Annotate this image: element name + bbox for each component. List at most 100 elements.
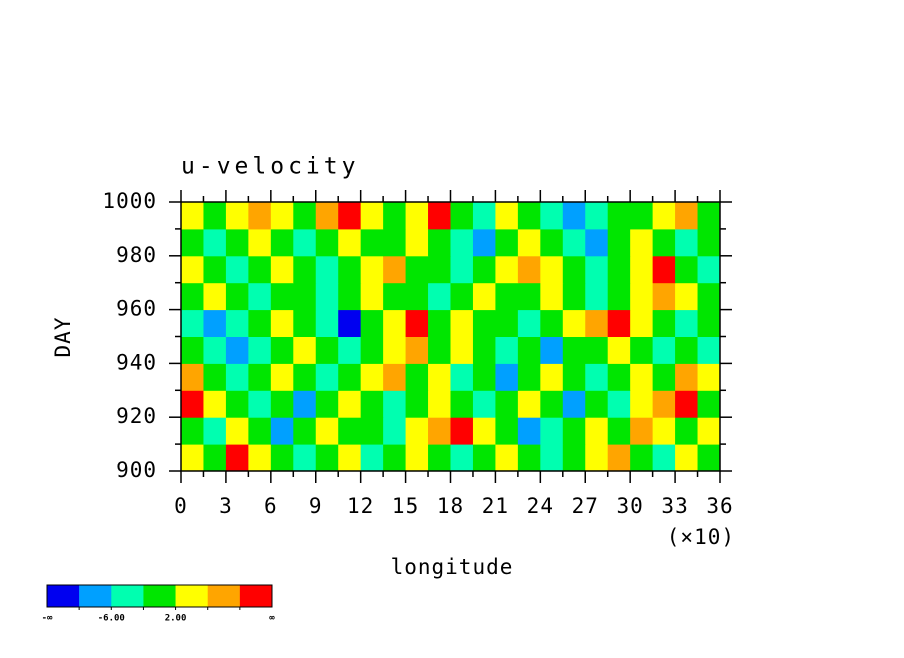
cell xyxy=(540,390,564,418)
cell xyxy=(652,444,676,472)
cell xyxy=(181,444,204,472)
cell xyxy=(181,202,204,230)
cell xyxy=(203,255,227,284)
y-tick-label: 900 xyxy=(116,458,157,482)
cell xyxy=(495,390,519,418)
colorbar-label: -∞ xyxy=(42,614,53,624)
cell xyxy=(562,309,586,337)
cell xyxy=(495,228,519,257)
cell xyxy=(697,228,721,257)
cell xyxy=(405,336,429,364)
cell xyxy=(338,228,362,257)
x-tick-label: 36 xyxy=(706,494,733,518)
cell xyxy=(495,202,519,230)
colorbar-box xyxy=(175,585,209,607)
cell xyxy=(652,336,676,364)
colorbar-box xyxy=(207,585,241,607)
cell xyxy=(585,202,609,230)
y-axis-label: DAY xyxy=(51,317,75,358)
cell xyxy=(428,282,451,311)
cell xyxy=(225,228,249,257)
cell xyxy=(630,417,654,445)
cell xyxy=(495,255,519,284)
cell xyxy=(562,363,586,391)
y-tick-label: 980 xyxy=(116,243,157,267)
colorbar-box xyxy=(79,585,112,607)
cell xyxy=(383,336,407,364)
cell xyxy=(495,282,519,311)
cell xyxy=(405,282,429,311)
cell xyxy=(225,390,249,418)
cell xyxy=(652,202,676,230)
cell xyxy=(338,390,362,418)
cell xyxy=(585,417,609,445)
cell xyxy=(562,444,586,472)
cell xyxy=(450,444,474,472)
cell xyxy=(472,363,496,391)
cell xyxy=(405,309,429,337)
cell xyxy=(630,336,654,364)
cell xyxy=(225,202,249,230)
cell xyxy=(540,282,564,311)
x-tick-label: 27 xyxy=(572,494,599,518)
x-tick-label: 24 xyxy=(527,494,554,518)
cell xyxy=(562,282,586,311)
cell xyxy=(540,309,564,337)
x-tick-label: 12 xyxy=(347,494,374,518)
cell xyxy=(270,444,294,472)
cell xyxy=(585,336,609,364)
cell xyxy=(315,417,339,445)
cell xyxy=(338,417,362,445)
cell xyxy=(225,363,249,391)
cell xyxy=(517,417,541,445)
cell xyxy=(248,309,272,337)
colorbar-box xyxy=(143,585,176,607)
cell xyxy=(517,444,541,472)
cell xyxy=(405,363,429,391)
cell xyxy=(293,282,317,311)
cell xyxy=(450,202,474,230)
cell xyxy=(315,202,339,230)
cell xyxy=(472,228,496,257)
cell xyxy=(630,444,654,472)
cell xyxy=(562,390,586,418)
x-tick-label: 15 xyxy=(392,494,419,518)
cell xyxy=(450,255,474,284)
colorbar-box xyxy=(239,585,273,607)
chart-title: u-velocity xyxy=(181,154,359,180)
cell xyxy=(360,417,384,445)
x-multiplier: (×10) xyxy=(667,525,735,549)
cell xyxy=(607,202,631,230)
cell xyxy=(383,255,407,284)
cell xyxy=(360,228,384,257)
x-tick-label: 21 xyxy=(482,494,509,518)
cell xyxy=(248,363,272,391)
cell xyxy=(225,282,249,311)
cell xyxy=(630,363,654,391)
colorbar-box xyxy=(111,585,144,607)
cell xyxy=(517,363,541,391)
cell xyxy=(675,363,699,391)
cell xyxy=(360,444,384,472)
y-tick-label: 920 xyxy=(116,404,157,428)
cell xyxy=(360,336,384,364)
cell xyxy=(540,202,564,230)
cell xyxy=(585,363,609,391)
cell xyxy=(630,282,654,311)
cell xyxy=(517,390,541,418)
cell xyxy=(517,336,541,364)
x-tick-label: 9 xyxy=(309,494,323,518)
cell xyxy=(585,255,609,284)
colorbar-label: ∞ xyxy=(269,614,275,624)
y-tick-label: 1000 xyxy=(102,189,157,213)
cell xyxy=(225,444,249,472)
cell xyxy=(383,363,407,391)
cell xyxy=(338,336,362,364)
cell xyxy=(225,255,249,284)
cell xyxy=(652,309,676,337)
cell xyxy=(450,336,474,364)
cell xyxy=(383,309,407,337)
cell xyxy=(181,336,204,364)
